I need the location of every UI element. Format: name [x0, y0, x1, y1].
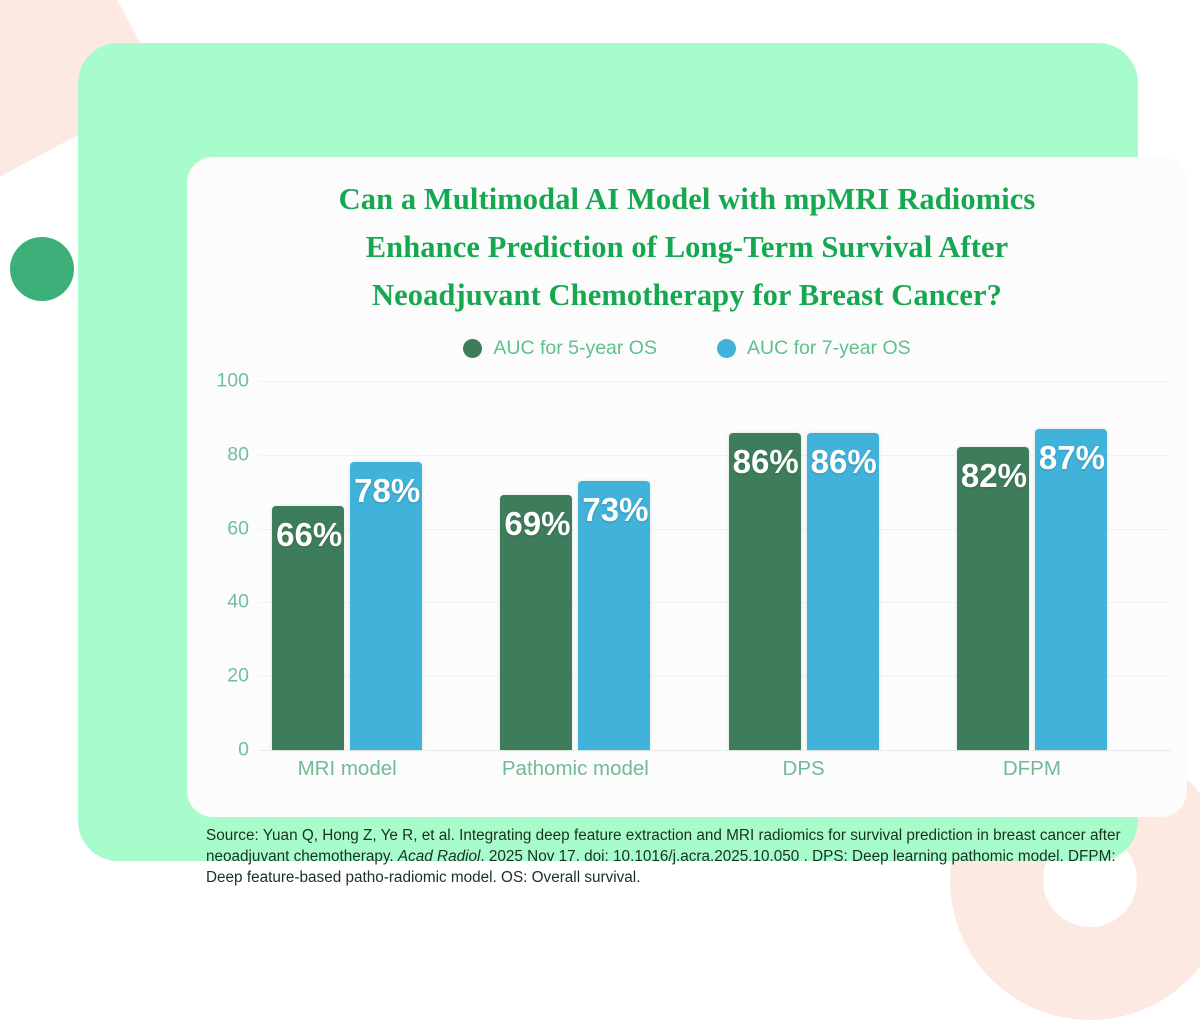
bar-value-label: 86%	[810, 442, 877, 480]
source-text-part1: Source: Yuan Q, Hong Z, Ye R, et al. Int…	[206, 827, 1121, 865]
gridline-0	[259, 750, 1172, 751]
x-axis-tick-pathomic-model: Pathomic model	[501, 757, 649, 780]
bar-mri-model-series-0[interactable]	[272, 506, 345, 750]
bar-dfpm-series-0[interactable]	[956, 447, 1029, 750]
y-axis-tick-80: 80	[227, 443, 249, 466]
gridline-80	[259, 454, 1172, 456]
source-text-part2: . 2025 Nov 17. doi: 10.1016/j.acra.2025.…	[206, 847, 1116, 886]
bar-dfpm-series-1[interactable]	[1034, 428, 1107, 750]
y-axis-tick-100: 100	[216, 369, 249, 392]
gridline-60	[259, 528, 1172, 530]
source-citation: Source: Yuan Q, Hong Z, Ye R, et al. Int…	[206, 826, 1126, 888]
bar-dps-series-0[interactable]	[728, 432, 801, 750]
gridlines	[259, 381, 1172, 751]
title-line-3: Neoadjuvant Chemotherapy for Breast Canc…	[371, 278, 1003, 312]
source-journal-name: Acad Radiol	[397, 847, 481, 865]
green-circle-shape-icon	[10, 237, 74, 301]
bar-value-label: 73%	[582, 490, 649, 528]
circle-marker-icon	[717, 339, 736, 358]
chart-panel: Can a Multimodal AI Model with mpMRI Rad…	[187, 157, 1187, 817]
bars-layer: 66% 78% 69% 73% 86% 86% 82% 87%	[259, 381, 1172, 750]
infographic-card: Can a Multimodal AI Model with mpMRI Rad…	[78, 43, 1187, 886]
gridline-100	[259, 381, 1172, 382]
legend-label-7-year: AUC for 7-year OS	[747, 337, 911, 359]
x-axis-tick-mri-model: MRI model	[297, 757, 397, 780]
gridline-20	[259, 676, 1172, 678]
x-axis: MRI model Pathomic model DPS DFPM	[259, 757, 1172, 789]
bar-value-label: 86%	[732, 442, 799, 480]
title-line-2: Enhance Prediction of Long-Term Survival…	[365, 230, 1009, 264]
legend-item-7-year[interactable]: AUC for 7-year OS	[717, 337, 911, 360]
bar-pathomic-model-series-0[interactable]	[500, 495, 573, 750]
circle-marker-icon	[463, 339, 483, 358]
bar-value-label: 69%	[504, 505, 571, 543]
y-axis-tick-0: 0	[238, 738, 249, 761]
bar-value-label: 82%	[960, 457, 1027, 495]
title-line-1: Can a Multimodal AI Model with mpMRI Rad…	[338, 182, 1036, 216]
y-axis-tick-40: 40	[227, 590, 249, 613]
x-axis-tick-dps: DPS	[782, 757, 825, 780]
legend-label-5-year: AUC for 5-year OS	[493, 337, 657, 359]
bar-value-label: 78%	[354, 472, 421, 510]
y-axis: 0 20 40 60 80 100	[187, 370, 249, 761]
bar-pathomic-model-series-1[interactable]	[578, 480, 651, 750]
chart-legend: AUC for 5-year OS AUC for 7-year OS	[187, 337, 1187, 360]
plot-area: 0 20 40 60 80 100 66% 78% 69% 73% 86% 86% 82% 87% MR…	[187, 369, 1187, 789]
x-axis-tick-dfpm: DFPM	[1002, 757, 1061, 780]
y-axis-tick-20: 20	[227, 664, 249, 687]
bar-value-label: 87%	[1038, 438, 1105, 476]
page-title: Can a Multimodal AI Model with mpMRI Rad…	[187, 175, 1187, 319]
bar-value-label: 66%	[276, 516, 343, 554]
legend-item-5-year[interactable]: AUC for 5-year OS	[463, 337, 657, 360]
bar-dps-series-1[interactable]	[806, 432, 879, 750]
y-axis-tick-60: 60	[227, 517, 249, 540]
gridline-40	[259, 602, 1172, 604]
bar-mri-model-series-1[interactable]	[350, 462, 423, 750]
